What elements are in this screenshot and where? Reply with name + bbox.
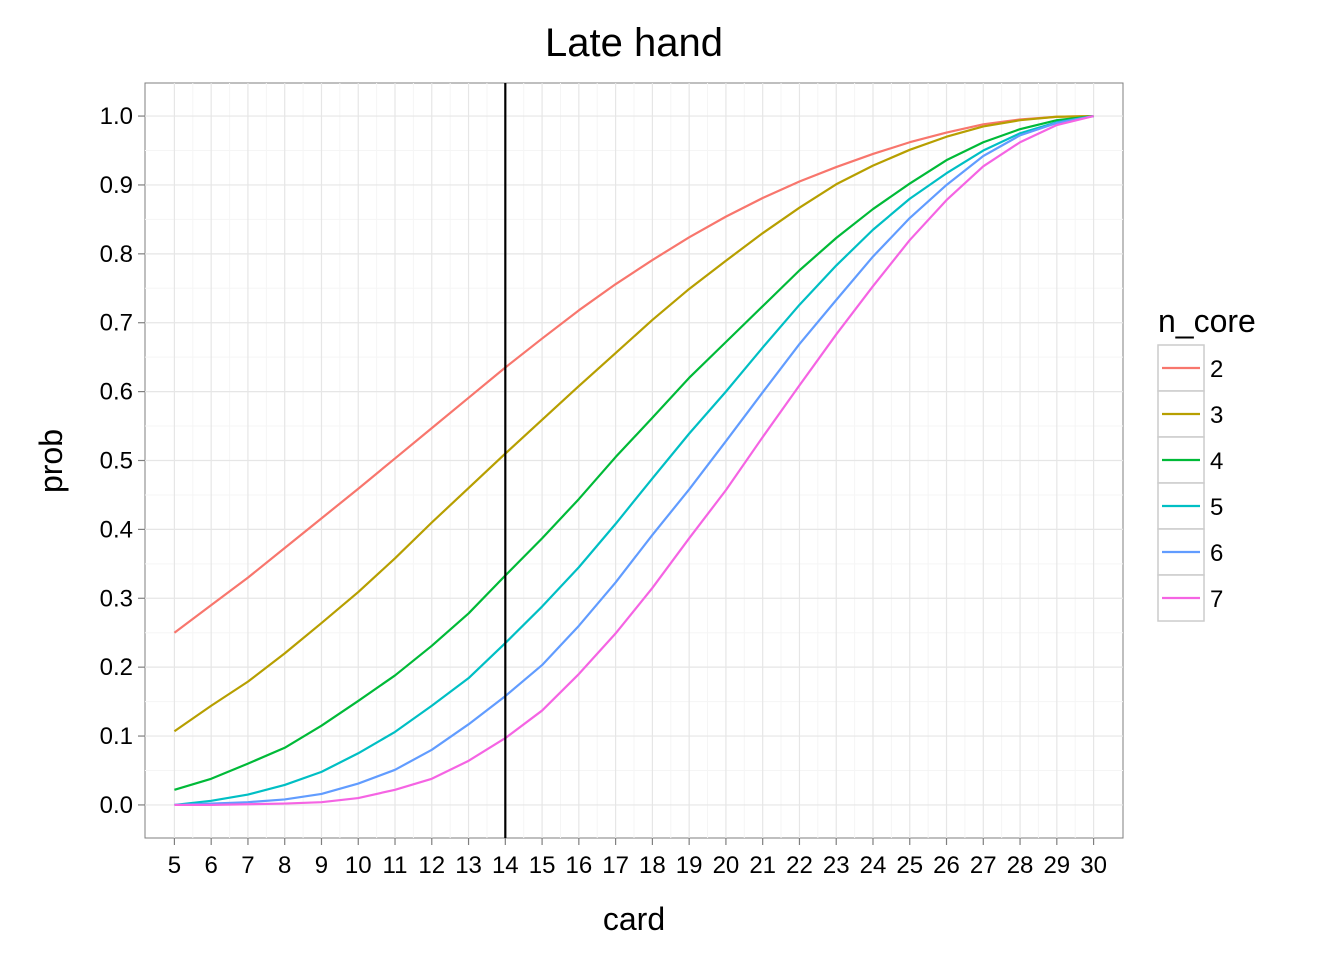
y-tick-label: 0.0 bbox=[100, 792, 133, 819]
x-tick-label: 5 bbox=[168, 852, 181, 879]
y-tick-label: 0.5 bbox=[100, 448, 133, 475]
x-tick-label: 30 bbox=[1080, 852, 1107, 879]
legend: n_core 2 3 4 5 6 7 bbox=[1157, 303, 1256, 622]
x-tick-label: 16 bbox=[565, 852, 592, 879]
x-tick-label: 21 bbox=[749, 852, 776, 879]
legend-title: n_core bbox=[1158, 303, 1256, 339]
x-tick-label: 24 bbox=[860, 852, 887, 879]
y-tick-label: 1.0 bbox=[100, 103, 133, 130]
x-tick-label: 18 bbox=[639, 852, 666, 879]
legend-label: 2 bbox=[1210, 356, 1223, 383]
x-tick-label: 8 bbox=[278, 852, 291, 879]
series-line-3 bbox=[173, 114, 1094, 733]
x-tick-label: 26 bbox=[933, 852, 960, 879]
y-tick-label: 0.2 bbox=[100, 654, 133, 681]
x-tick-label: 28 bbox=[1007, 852, 1034, 879]
series-layer bbox=[173, 114, 1094, 807]
series-line-2 bbox=[173, 114, 1094, 634]
x-tick-label: 27 bbox=[970, 852, 997, 879]
y-tick-label: 0.8 bbox=[100, 241, 133, 268]
y-tick-label: 0.6 bbox=[100, 379, 133, 406]
legend-label: 5 bbox=[1210, 494, 1223, 521]
series-line-6 bbox=[174, 114, 1094, 807]
series-line-4 bbox=[174, 114, 1094, 791]
legend-label: 4 bbox=[1210, 448, 1223, 475]
axis-ticks: 0.0 0.1 0.2 0.3 0.4 0.5 0.6 0.7 0.8 0.9 1.0 5 6 7 8 9 10… bbox=[100, 103, 1107, 879]
legend-label: 3 bbox=[1210, 402, 1223, 429]
legend-label: 6 bbox=[1210, 540, 1223, 567]
x-axis-title: card bbox=[603, 901, 665, 937]
x-tick-label: 12 bbox=[418, 852, 445, 879]
x-tick-label: 29 bbox=[1043, 852, 1070, 879]
series-line-5 bbox=[174, 114, 1094, 807]
plot-panel bbox=[144, 82, 1124, 839]
x-tick-label: 25 bbox=[896, 852, 923, 879]
x-tick-label: 20 bbox=[713, 852, 740, 879]
y-axis-title: prob bbox=[33, 429, 69, 493]
y-tick-label: 0.4 bbox=[100, 516, 133, 543]
x-tick-label: 13 bbox=[455, 852, 482, 879]
x-tick-label: 17 bbox=[602, 852, 629, 879]
x-tick-label: 10 bbox=[345, 852, 372, 879]
series-line-7 bbox=[174, 115, 1094, 807]
x-tick-label: 6 bbox=[205, 852, 218, 879]
x-tick-label: 23 bbox=[823, 852, 850, 879]
x-tick-label: 11 bbox=[383, 852, 408, 879]
x-tick-label: 7 bbox=[241, 852, 254, 879]
x-tick-label: 15 bbox=[529, 852, 556, 879]
x-tick-label: 19 bbox=[676, 852, 703, 879]
x-tick-label: 14 bbox=[492, 852, 519, 879]
x-tick-label: 22 bbox=[786, 852, 813, 879]
y-tick-label: 0.7 bbox=[100, 310, 133, 337]
chart-title: Late hand bbox=[545, 21, 723, 65]
legend-label: 7 bbox=[1210, 586, 1223, 613]
y-tick-label: 0.3 bbox=[100, 585, 133, 612]
y-tick-label: 0.1 bbox=[100, 723, 133, 750]
x-tick-label: 9 bbox=[315, 852, 328, 879]
y-tick-label: 0.9 bbox=[100, 172, 133, 199]
